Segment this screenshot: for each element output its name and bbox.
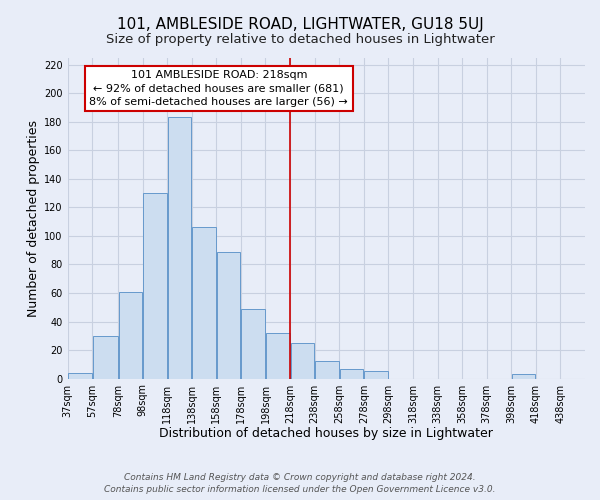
Bar — [266, 333, 290, 378]
Bar — [192, 228, 216, 378]
X-axis label: Distribution of detached houses by size in Lightwater: Distribution of detached houses by size … — [160, 427, 493, 440]
Bar — [143, 193, 167, 378]
Bar — [167, 118, 191, 378]
Text: 101 AMBLESIDE ROAD: 218sqm
← 92% of detached houses are smaller (681)
8% of semi: 101 AMBLESIDE ROAD: 218sqm ← 92% of deta… — [89, 70, 348, 106]
Text: 101, AMBLESIDE ROAD, LIGHTWATER, GU18 5UJ: 101, AMBLESIDE ROAD, LIGHTWATER, GU18 5U… — [116, 18, 484, 32]
Bar — [217, 252, 241, 378]
Bar — [364, 372, 388, 378]
Bar — [119, 292, 142, 378]
Bar — [68, 373, 92, 378]
Bar — [340, 368, 364, 378]
Bar — [512, 374, 535, 378]
Text: Size of property relative to detached houses in Lightwater: Size of property relative to detached ho… — [106, 32, 494, 46]
Bar — [241, 308, 265, 378]
Bar — [315, 362, 339, 378]
Bar — [290, 343, 314, 378]
Text: Contains HM Land Registry data © Crown copyright and database right 2024.
Contai: Contains HM Land Registry data © Crown c… — [104, 472, 496, 494]
Bar — [93, 336, 118, 378]
Y-axis label: Number of detached properties: Number of detached properties — [27, 120, 40, 316]
